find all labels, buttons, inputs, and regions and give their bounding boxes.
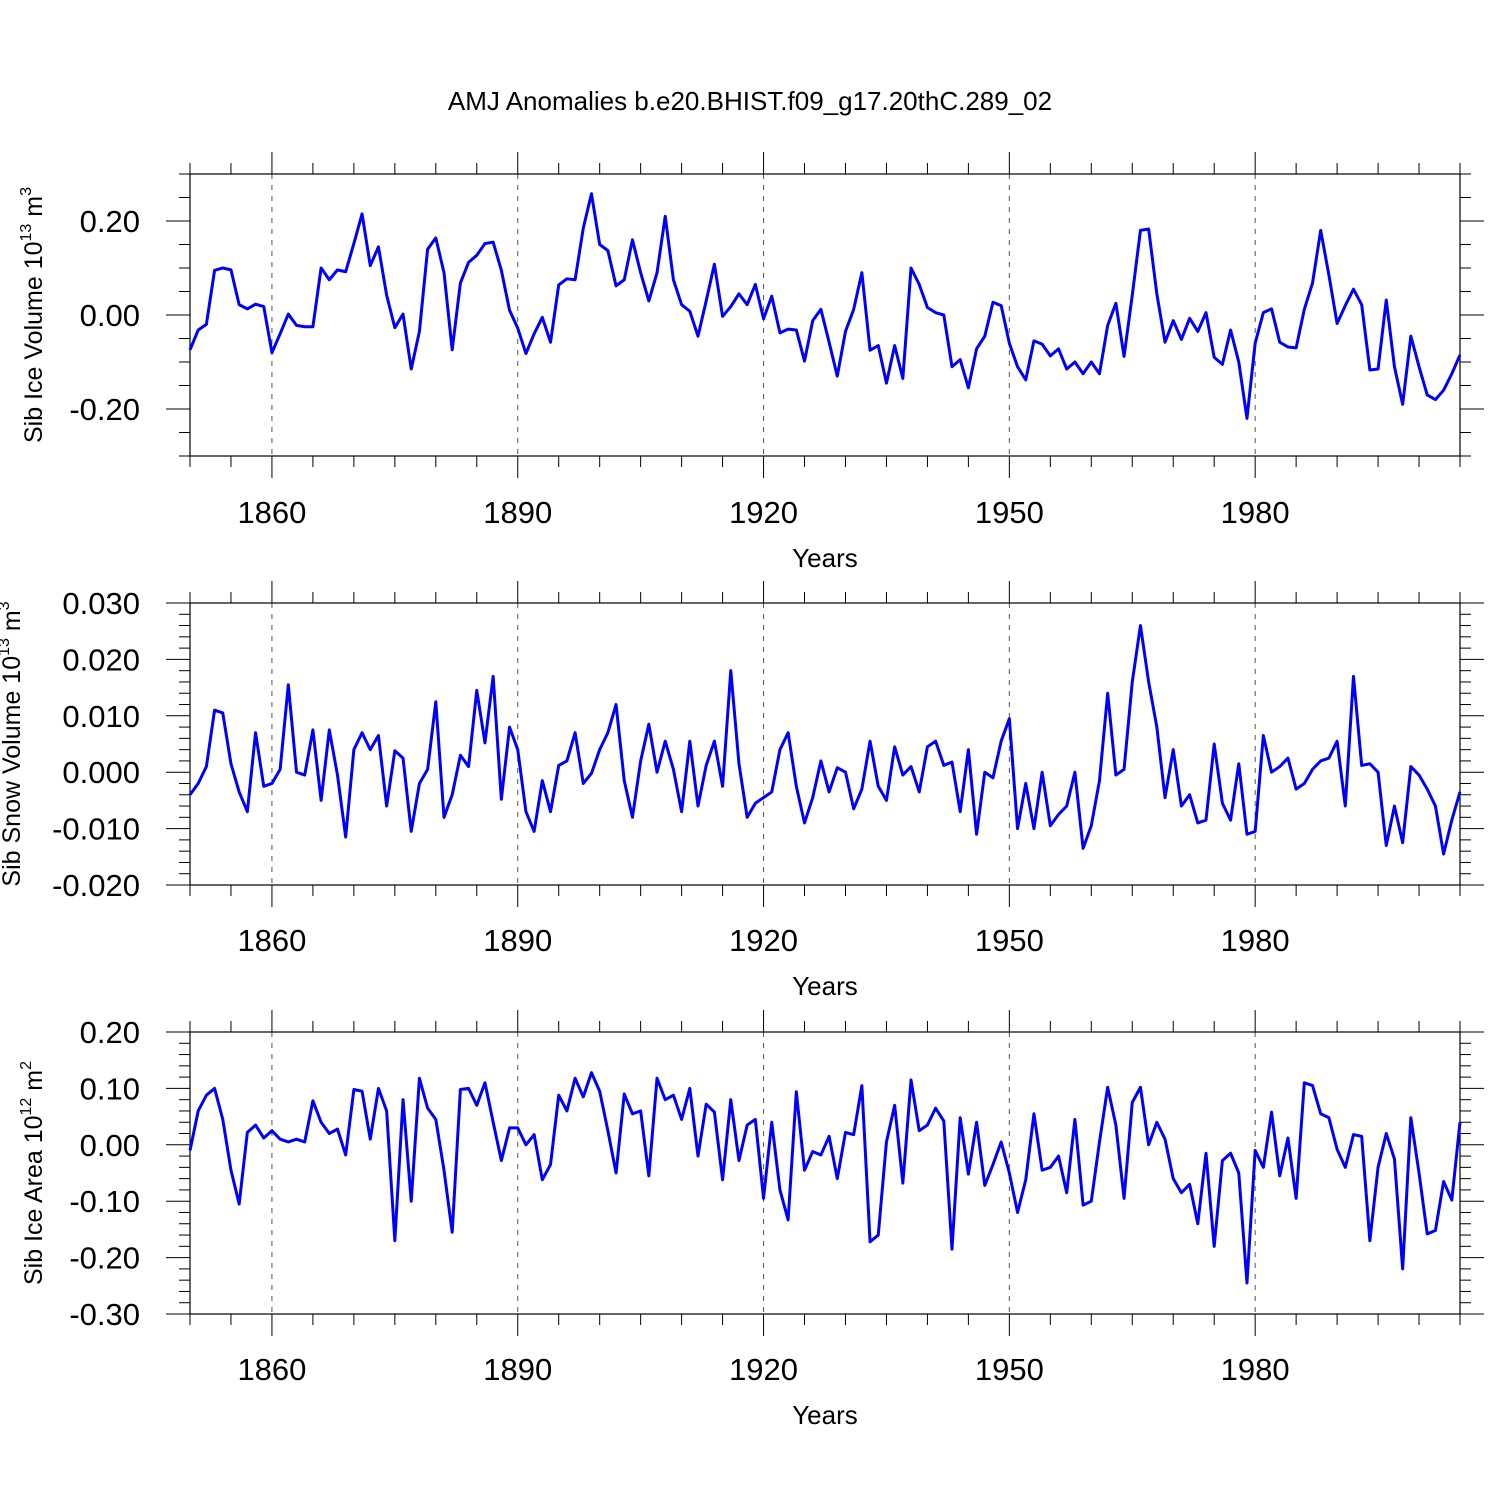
x-tick-label: 1890: [483, 923, 552, 958]
x-tick-label: 1890: [483, 495, 552, 530]
x-tick-label: 1860: [237, 923, 306, 958]
y-axis-title: Sib Snow Volume 1013 m3: [0, 601, 26, 886]
y-axis-title: Sib Ice Area 1012 m2: [18, 1061, 48, 1285]
x-tick-label: 1950: [975, 495, 1044, 530]
plot-frame: [189, 602, 1461, 886]
y-tick-label: 0.010: [62, 699, 140, 734]
y-tick-label: -0.20: [69, 1241, 140, 1276]
x-tick-label: 1980: [1221, 495, 1290, 530]
x-tick-label: 1920: [729, 923, 798, 958]
x-tick-label: 1950: [975, 923, 1044, 958]
y-tick-label: -0.10: [69, 1184, 140, 1219]
x-axis-title: Years: [792, 971, 858, 1001]
y-tick-label: 0.030: [62, 586, 140, 621]
y-tick-label: 0.10: [80, 1071, 140, 1106]
x-tick-label: 1890: [483, 1352, 552, 1387]
x-tick-label: 1920: [729, 1352, 798, 1387]
y-tick-label: 0.20: [80, 204, 140, 239]
x-tick-label: 1860: [237, 495, 306, 530]
plot-frame: [189, 173, 1461, 457]
series-line-sib-snow-volume: [188, 624, 1462, 856]
y-tick-label: 0.020: [62, 642, 140, 677]
y-axis-title: Sib Ice Volume 1013 m3: [18, 187, 48, 443]
chart-title: AMJ Anomalies b.e20.BHIST.f09_g17.20thC.…: [448, 86, 1052, 116]
x-tick-label: 1980: [1221, 1352, 1290, 1387]
x-axis-title: Years: [792, 1400, 858, 1430]
chart-panels: -0.20 0.00 0.20 1860 1890 1920 1950 1980 Years Si…: [0, 152, 1484, 1430]
panel-sib-snow-volume: -0.020 -0.010 0.000 0.010 0.020 0.030 1860 1890…: [0, 581, 1484, 1001]
y-tick-label: -0.010: [52, 812, 140, 847]
y-tick-label: 0.00: [80, 298, 140, 333]
x-tick-label: 1860: [237, 1352, 306, 1387]
x-tick-label: 1980: [1221, 923, 1290, 958]
x-tick-label: 1920: [729, 495, 798, 530]
panel-sib-ice-volume: -0.20 0.00 0.20 1860 1890 1920 1950 1980 Years Si…: [18, 152, 1484, 573]
y-tick-label: -0.20: [69, 392, 140, 427]
series-line-sib-ice-volume: [188, 192, 1462, 420]
plot-frame: [189, 1031, 1461, 1315]
y-tick-label: -0.020: [52, 868, 140, 903]
y-tick-label: 0.20: [80, 1015, 140, 1050]
x-axis-title: Years: [792, 543, 858, 573]
y-tick-label: 0.00: [80, 1128, 140, 1163]
series-line-sib-ice-area: [188, 1071, 1462, 1285]
panel-sib-ice-area: -0.30 -0.20 -0.10 0.00 0.10 0.20 1860 1890 1920 1…: [18, 1010, 1484, 1430]
y-tick-label: 0.000: [62, 755, 140, 790]
y-tick-label: -0.30: [69, 1297, 140, 1332]
x-tick-label: 1950: [975, 1352, 1044, 1387]
